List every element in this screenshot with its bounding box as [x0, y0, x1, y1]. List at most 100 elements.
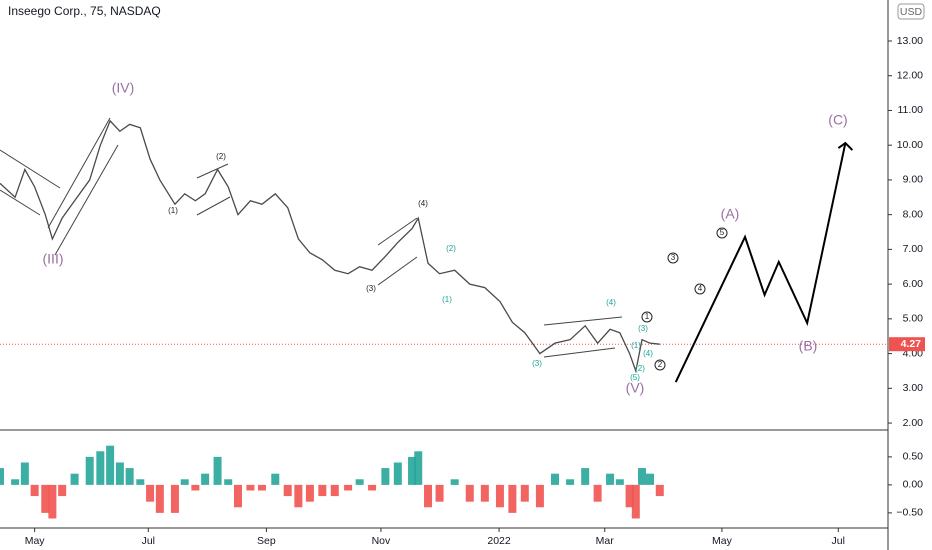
- wave-circle: [667, 252, 679, 264]
- channel: [196, 163, 231, 216]
- wave-label: (1): [631, 341, 641, 350]
- wave-label: 5: [720, 228, 725, 237]
- wave-label: (2): [216, 152, 226, 161]
- channels: [0, 117, 623, 358]
- wave-label: (3): [532, 359, 542, 368]
- channel: [377, 217, 418, 286]
- channel: [0, 149, 61, 216]
- wave-label: (IV): [112, 80, 135, 96]
- oscillator-bar: [233, 484, 242, 508]
- wave-circle: [694, 283, 706, 295]
- wave-label: (3): [638, 324, 648, 333]
- x-tick-label: May: [25, 535, 46, 547]
- oscillator-bar: [48, 484, 57, 519]
- oscillator-bar: [246, 484, 255, 491]
- oscillator-bar: [213, 456, 222, 485]
- oscillator-bar: [393, 462, 402, 485]
- wave-label: (1): [168, 206, 178, 215]
- wave-label: (5): [630, 373, 640, 382]
- oscillator-bar: [305, 484, 314, 502]
- y-tick-label: 11.00: [898, 104, 924, 116]
- oscillator-bar: [85, 456, 94, 485]
- y-tick-label: 7.00: [903, 243, 924, 255]
- x-tick-label: Sep: [257, 535, 276, 547]
- oscillator-bar: [581, 468, 590, 485]
- oscillator-bar: [638, 468, 647, 485]
- wave-label: (A): [721, 206, 740, 222]
- oscillator-bar: [318, 484, 327, 497]
- oscillator-bar: [224, 479, 233, 485]
- x-tick-label: Jul: [832, 535, 845, 547]
- oscillator-bar: [96, 451, 105, 485]
- y-tick-label: 3.00: [903, 382, 924, 394]
- oscillator-bar: [535, 484, 544, 508]
- wave-label: (2): [446, 244, 456, 253]
- oscillator-bar: [625, 484, 634, 508]
- price-line: [0, 119, 660, 374]
- chart-title: Inseego Corp., 75, NASDAQ: [8, 4, 161, 18]
- oscillator-bar: [465, 484, 474, 502]
- y-tick-label: 9.00: [903, 174, 924, 186]
- oscillator-bar: [566, 479, 575, 485]
- oscillator-bar: [125, 468, 134, 485]
- wave-label: (3): [366, 284, 376, 293]
- oscillator-bar: [450, 479, 459, 485]
- wave-label: (V): [626, 380, 645, 396]
- oscillator-bar: [508, 484, 517, 513]
- oscillator-bar: [58, 484, 67, 497]
- oscillator-bar: [271, 473, 280, 485]
- last-price-label: 4.27: [901, 338, 922, 350]
- oscillator-bar: [70, 473, 79, 485]
- wave-circle: [641, 311, 653, 323]
- oscillator-bar: [180, 479, 189, 485]
- oscillator-bar: [615, 479, 624, 485]
- x-tick-label: Mar: [596, 535, 615, 547]
- oscillator-bar: [655, 484, 664, 497]
- y-tick-label: −0.50: [896, 507, 923, 519]
- wave-label: 4: [698, 284, 703, 293]
- x-tick-label: May: [712, 535, 733, 547]
- oscillator-bar: [201, 473, 210, 485]
- oscillator-bar: [520, 484, 529, 502]
- wave-label: (2): [635, 364, 645, 373]
- oscillator-bar: [0, 468, 4, 485]
- oscillator-bar: [170, 484, 179, 513]
- channel: [47, 117, 119, 256]
- oscillator-bar: [294, 484, 303, 508]
- oscillator-bar: [551, 473, 559, 485]
- oscillator-bar: [30, 484, 39, 497]
- y-tick-label: 0.00: [903, 479, 924, 491]
- oscillator-bar: [146, 484, 155, 502]
- oscillator-bar: [115, 462, 124, 485]
- oscillator-bar: [593, 484, 602, 502]
- channel: [543, 316, 623, 358]
- y-tick-label: 10.00: [897, 139, 923, 151]
- y-tick-label: 0.50: [903, 451, 924, 463]
- oscillator-bar: [330, 484, 339, 497]
- oscillator-bar: [495, 484, 504, 508]
- y-tick-label: 13.00: [897, 35, 923, 47]
- wave-circle: [716, 227, 728, 239]
- oscillator-bar: [424, 484, 433, 508]
- oscillator-bar: [408, 456, 417, 485]
- wave-label: (C): [828, 112, 847, 128]
- wave-label: (1): [442, 295, 452, 304]
- currency: USD: [900, 6, 923, 18]
- oscillator-bar: [480, 484, 489, 502]
- y-tick-label: 8.00: [903, 208, 924, 220]
- oscillator-bar: [344, 484, 353, 491]
- oscillator-bar: [631, 484, 640, 519]
- oscillator-bar: [155, 484, 164, 513]
- oscillator-bar: [414, 451, 423, 485]
- oscillator-bar: [283, 484, 292, 497]
- wave-label: (4): [418, 199, 428, 208]
- x-tick-label: 2022: [487, 535, 511, 547]
- oscillator-bar: [41, 484, 50, 513]
- wave-label: 2: [658, 360, 663, 369]
- oscillator-bar: [646, 473, 655, 485]
- wave-label: (4): [643, 349, 653, 358]
- oscillator-bar: [11, 479, 20, 485]
- price-line: [674, 142, 847, 383]
